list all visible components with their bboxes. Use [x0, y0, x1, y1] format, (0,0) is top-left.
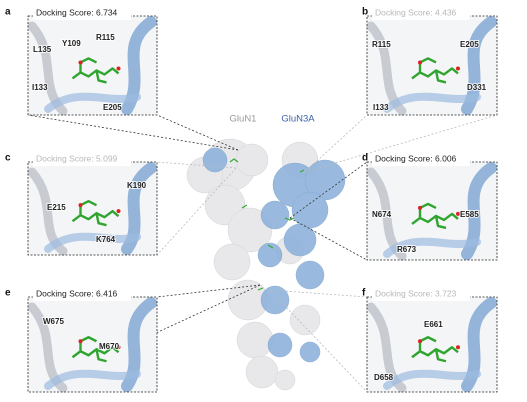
- ligand-atom: [116, 209, 121, 214]
- residue-label: E585: [460, 210, 479, 219]
- docking-score: Docking Score: 6.416: [36, 288, 118, 298]
- score-backdrop: [372, 289, 470, 301]
- subunit-label: GluN1: [230, 114, 257, 125]
- callout-line: [269, 289, 368, 393]
- ligand-atom: [456, 66, 460, 71]
- residue-label: E661: [424, 320, 443, 329]
- callout-line: [27, 114, 239, 151]
- helix-blue: [383, 369, 481, 390]
- protein-surface: [186, 138, 346, 391]
- residue-label: W675: [43, 317, 64, 326]
- ligand: [411, 202, 459, 230]
- docking-score: Docking Score: 6.006: [375, 153, 457, 163]
- ligand-atom: [116, 345, 121, 350]
- helix-blue: [383, 237, 481, 258]
- residue-label: E205: [460, 40, 479, 49]
- docking-score: Docking Score: 6.734: [36, 7, 118, 17]
- ligand-atom: [116, 66, 121, 71]
- callout-line: [156, 284, 261, 298]
- residue-label: M670: [99, 342, 120, 351]
- panel-letter: b: [362, 7, 368, 18]
- ligand-atom: [418, 339, 422, 344]
- residue-label: K764: [96, 235, 116, 244]
- ligand: [411, 336, 459, 363]
- callout-line: [156, 161, 237, 169]
- callout-line: [156, 167, 237, 256]
- docking-score: Docking Score: 5.099: [36, 153, 118, 163]
- score-backdrop: [33, 289, 131, 301]
- docking-score: Docking Score: 3.723: [375, 288, 457, 298]
- panel-letter: e: [5, 288, 11, 299]
- panel-letter: a: [5, 7, 11, 18]
- residue-label: D331: [467, 83, 487, 92]
- ligand: [71, 336, 120, 363]
- residue-label: Y109: [62, 39, 81, 48]
- score-backdrop: [372, 8, 470, 20]
- subunit-label: GluN3A: [281, 114, 315, 125]
- ligand: [71, 199, 120, 227]
- residue-label: K190: [127, 181, 147, 190]
- residue-label: E215: [47, 203, 66, 212]
- residue-label: N674: [372, 210, 392, 219]
- score-backdrop: [372, 154, 470, 166]
- residue-label: R673: [397, 245, 417, 254]
- residue-label: D658: [374, 373, 394, 382]
- ligand: [71, 57, 120, 84]
- ligand-atom: [78, 203, 83, 208]
- callout-line: [269, 289, 368, 298]
- score-backdrop: [33, 8, 131, 20]
- residue-label: I133: [32, 83, 48, 92]
- residue-label: I133: [373, 103, 389, 112]
- helix-blue: [44, 232, 141, 253]
- panel-letter: d: [362, 153, 368, 164]
- callout-line: [289, 217, 368, 261]
- residue-label: R115: [96, 33, 115, 42]
- helix-blue: [44, 92, 141, 113]
- helix-blue: [383, 92, 481, 113]
- ligand-atom: [418, 205, 422, 210]
- docking-score: Docking Score: 4.436: [375, 7, 457, 17]
- ligand-atom: [78, 60, 83, 65]
- ligand: [411, 57, 459, 84]
- residue-label: L135: [33, 45, 52, 54]
- residue-label: R115: [372, 40, 391, 49]
- ligand-atom: [78, 339, 83, 344]
- score-backdrop: [33, 154, 131, 166]
- residue-label: E205: [103, 103, 122, 112]
- ligand-atom: [456, 345, 460, 350]
- ligand-atom: [418, 60, 422, 65]
- callout-line: [156, 114, 239, 151]
- panel-letter: c: [5, 153, 11, 164]
- ligand-atom: [456, 211, 460, 216]
- callout-line: [304, 114, 498, 173]
- helix-blue: [44, 369, 141, 390]
- panel-letter: f: [362, 288, 366, 299]
